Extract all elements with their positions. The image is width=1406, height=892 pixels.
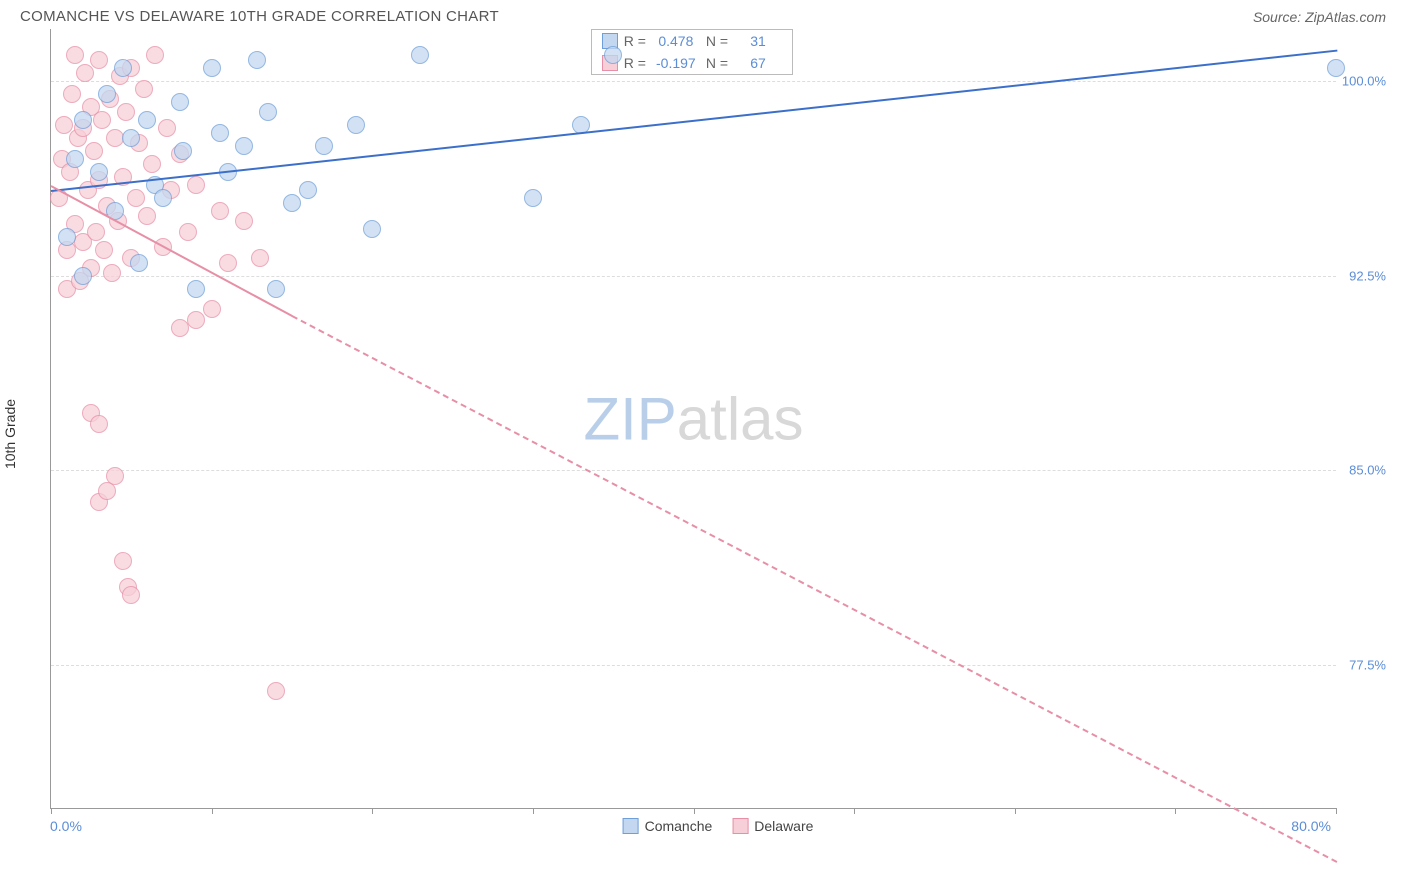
- data-point-delaware: [63, 85, 81, 103]
- data-point-comanche: [283, 194, 301, 212]
- data-point-comanche: [363, 220, 381, 238]
- legend-label: Comanche: [645, 818, 713, 834]
- x-max-label: 80.0%: [1291, 818, 1331, 834]
- data-point-comanche: [74, 267, 92, 285]
- data-point-delaware: [158, 119, 176, 137]
- data-point-delaware: [267, 682, 285, 700]
- data-point-comanche: [66, 150, 84, 168]
- chart-title: COMANCHE VS DELAWARE 10TH GRADE CORRELAT…: [20, 8, 499, 25]
- data-point-delaware: [251, 249, 269, 267]
- data-point-delaware: [117, 103, 135, 121]
- data-point-delaware: [85, 142, 103, 160]
- data-point-delaware: [106, 467, 124, 485]
- data-point-delaware: [95, 241, 113, 259]
- legend-swatch-icon: [623, 818, 639, 834]
- watermark: ZIPatlas: [583, 384, 803, 453]
- legend-item: Comanche: [623, 818, 713, 834]
- trend-delaware-extrapolated: [292, 315, 1338, 863]
- data-point-comanche: [411, 46, 429, 64]
- data-point-delaware: [203, 300, 221, 318]
- data-point-comanche: [171, 93, 189, 111]
- data-point-comanche: [1327, 59, 1345, 77]
- stats-row: R =0.478N =31: [592, 30, 792, 52]
- x-tick: [51, 808, 52, 814]
- legend-item: Delaware: [732, 818, 813, 834]
- data-point-delaware: [187, 176, 205, 194]
- x-tick: [1336, 808, 1337, 814]
- data-point-comanche: [315, 137, 333, 155]
- data-point-delaware: [87, 223, 105, 241]
- data-point-delaware: [179, 223, 197, 241]
- data-point-comanche: [203, 59, 221, 77]
- x-tick: [212, 808, 213, 814]
- data-point-delaware: [219, 254, 237, 272]
- x-tick: [533, 808, 534, 814]
- data-point-comanche: [174, 142, 192, 160]
- data-point-delaware: [114, 552, 132, 570]
- x-tick: [1175, 808, 1176, 814]
- data-point-delaware: [76, 64, 94, 82]
- data-point-comanche: [114, 59, 132, 77]
- data-point-delaware: [235, 212, 253, 230]
- x-tick: [372, 808, 373, 814]
- data-point-delaware: [66, 46, 84, 64]
- data-point-comanche: [187, 280, 205, 298]
- data-point-delaware: [135, 80, 153, 98]
- data-point-comanche: [74, 111, 92, 129]
- data-point-delaware: [90, 51, 108, 69]
- x-tick: [1015, 808, 1016, 814]
- data-point-delaware: [55, 116, 73, 134]
- plot-region: ZIPatlas R =0.478N =31R =-0.197N =67 77.…: [50, 29, 1336, 809]
- data-point-comanche: [604, 46, 622, 64]
- legend-label: Delaware: [754, 818, 813, 834]
- data-point-comanche: [90, 163, 108, 181]
- data-point-comanche: [347, 116, 365, 134]
- data-point-comanche: [211, 124, 229, 142]
- data-point-comanche: [267, 280, 285, 298]
- data-point-delaware: [143, 155, 161, 173]
- data-point-comanche: [122, 129, 140, 147]
- data-point-comanche: [130, 254, 148, 272]
- y-tick-label: 77.5%: [1341, 658, 1386, 673]
- gridline: [51, 276, 1336, 277]
- x-min-label: 0.0%: [50, 818, 82, 834]
- chart-area: 10th Grade ZIPatlas R =0.478N =31R =-0.1…: [50, 29, 1386, 839]
- data-point-comanche: [138, 111, 156, 129]
- legend: Comanche Delaware: [623, 818, 814, 834]
- data-point-comanche: [299, 181, 317, 199]
- data-point-delaware: [93, 111, 111, 129]
- data-point-delaware: [138, 207, 156, 225]
- data-point-delaware: [98, 482, 116, 500]
- data-point-delaware: [127, 189, 145, 207]
- data-point-delaware: [211, 202, 229, 220]
- data-point-delaware: [90, 415, 108, 433]
- data-point-comanche: [248, 51, 266, 69]
- gridline: [51, 470, 1336, 471]
- data-point-delaware: [187, 311, 205, 329]
- gridline: [51, 81, 1336, 82]
- data-point-comanche: [259, 103, 277, 121]
- gridline: [51, 665, 1336, 666]
- data-point-delaware: [103, 264, 121, 282]
- data-point-comanche: [235, 137, 253, 155]
- data-point-comanche: [524, 189, 542, 207]
- data-point-delaware: [146, 46, 164, 64]
- x-tick: [694, 808, 695, 814]
- data-point-delaware: [122, 586, 140, 604]
- y-axis-label: 10th Grade: [2, 399, 18, 469]
- y-tick-label: 92.5%: [1341, 268, 1386, 283]
- y-tick-label: 85.0%: [1341, 463, 1386, 478]
- x-tick: [854, 808, 855, 814]
- data-point-comanche: [154, 189, 172, 207]
- data-point-comanche: [58, 228, 76, 246]
- legend-swatch-icon: [732, 818, 748, 834]
- data-point-comanche: [98, 85, 116, 103]
- source-label: Source: ZipAtlas.com: [1253, 9, 1386, 25]
- y-tick-label: 100.0%: [1341, 73, 1386, 88]
